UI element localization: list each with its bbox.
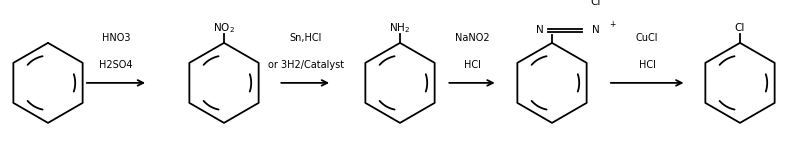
Text: −: −	[616, 0, 624, 1]
Text: HNO3: HNO3	[102, 33, 130, 44]
Text: Cl: Cl	[735, 23, 745, 33]
Text: NH$_2$: NH$_2$	[390, 21, 410, 35]
Text: +: +	[610, 20, 616, 29]
Text: NO$_2$: NO$_2$	[213, 21, 235, 35]
Text: HCl: HCl	[638, 60, 656, 70]
Text: HCl: HCl	[463, 60, 481, 70]
Text: N: N	[536, 25, 544, 35]
Text: Sn,HCl: Sn,HCl	[290, 33, 322, 44]
Text: CuCl: CuCl	[636, 33, 658, 44]
Text: N: N	[592, 25, 600, 35]
Text: NaNO2: NaNO2	[454, 33, 490, 44]
Text: Cl: Cl	[591, 0, 601, 7]
Text: or 3H2/Catalyst: or 3H2/Catalyst	[267, 60, 344, 70]
Text: H2SO4: H2SO4	[99, 60, 133, 70]
